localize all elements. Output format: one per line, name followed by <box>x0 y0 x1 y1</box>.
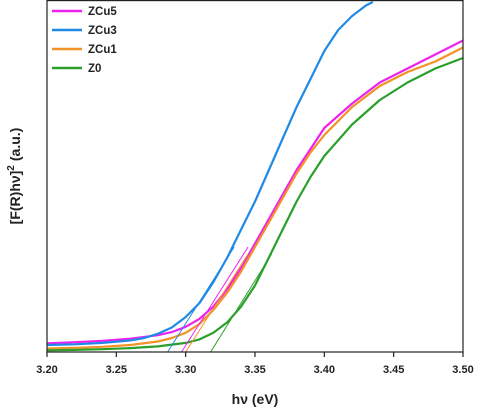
legend-label-zcu1: ZCu1 <box>88 44 117 56</box>
series-line-zcu3 <box>46 1 374 347</box>
legend-label-zcu3: ZCu3 <box>88 25 117 37</box>
tangent-line-z0 <box>210 253 273 353</box>
tangent-line-zcu3 <box>167 246 235 353</box>
x-tick-label: 3.50 <box>452 364 473 376</box>
x-tick-label: 3.40 <box>314 364 335 376</box>
legend-label-zcu5: ZCu5 <box>88 6 117 18</box>
x-axis-ticks: 3.20 3.25 3.30 3.35 3.40 3.45 3.50 <box>36 352 474 376</box>
y-axis-title: [F(R)hν]2 (a.u.) <box>6 128 23 225</box>
tangent-lines-layer <box>167 246 273 353</box>
y-axis-title-superscript: 2 <box>6 165 17 171</box>
x-tick-label: 3.45 <box>383 364 404 376</box>
x-tick-label: 3.35 <box>244 364 265 376</box>
y-axis-title-main: [F(R)hν] <box>7 171 23 225</box>
x-tick-label: 3.25 <box>106 364 127 376</box>
curves-layer <box>46 1 464 352</box>
series-line-z0 <box>46 56 464 352</box>
x-tick-label: 3.30 <box>175 364 196 376</box>
y-axis-title-unit: (a.u.) <box>7 128 23 161</box>
tangent-line-zcu1 <box>185 253 249 353</box>
x-axis-title: hν (eV) <box>232 391 279 407</box>
series-line-zcu1 <box>46 46 464 350</box>
tangent-line-zcu5 <box>181 246 249 353</box>
x-tick-label: 3.20 <box>36 364 57 376</box>
legend-label-z0: Z0 <box>88 63 101 75</box>
legend: ZCu5 ZCu3 ZCu1 Z0 <box>52 6 117 75</box>
